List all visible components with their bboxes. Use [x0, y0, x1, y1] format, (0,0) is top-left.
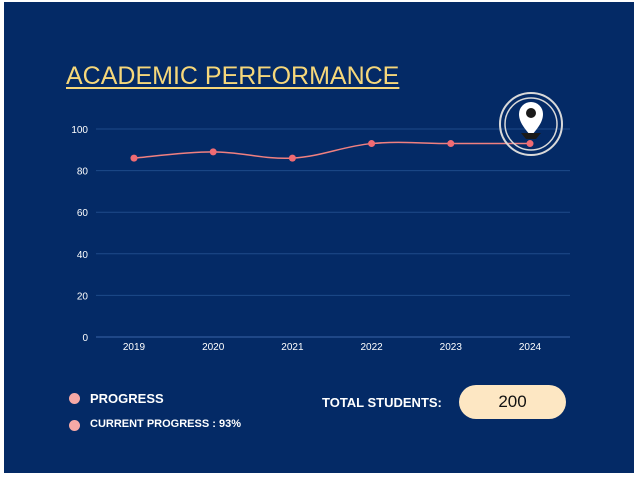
y-axis-ticks: 0 20 40 60 80 100 — [71, 125, 88, 344]
series-line-layer — [133, 141, 530, 160]
legend-dot-progress — [69, 393, 80, 404]
data-point-2019 — [130, 154, 138, 162]
y-tick-label: 100 — [71, 125, 88, 136]
current-progress-label: CURRENT PROGRESS : 93% — [90, 418, 241, 430]
y-tick-label: 0 — [82, 333, 88, 344]
legend-label-progress: PROGRESS — [90, 391, 164, 406]
marker-outer-ring — [499, 92, 563, 156]
total-students-value: 200 — [459, 385, 566, 419]
data-point-2020 — [209, 148, 217, 156]
x-tick-label: 2024 — [519, 342, 542, 353]
grid-layer — [96, 128, 570, 338]
chart-title: ACADEMIC PERFORMANCE — [66, 62, 400, 90]
current-marker — [499, 92, 563, 156]
marker-inner-ring — [504, 97, 558, 151]
total-students-label: TOTAL STUDENTS: — [322, 395, 442, 410]
y-tick-label: 80 — [77, 167, 89, 178]
map-pin-icon — [519, 102, 543, 139]
x-tick-label: 2022 — [360, 342, 383, 353]
data-point-2023 — [447, 140, 455, 148]
x-tick-label: 2019 — [123, 342, 146, 353]
data-point-2024 — [526, 140, 534, 148]
y-tick-label: 60 — [77, 208, 89, 219]
series-line-progress — [133, 141, 530, 160]
y-tick-label: 40 — [77, 250, 89, 261]
x-tick-label: 2023 — [440, 342, 463, 353]
x-axis-ticks: 2019 2020 2021 2022 2023 2024 — [123, 342, 542, 353]
data-point-2021 — [288, 154, 296, 162]
x-tick-label: 2020 — [202, 342, 225, 353]
x-tick-label: 2021 — [281, 342, 304, 353]
legend-dot-current-progress — [69, 420, 80, 431]
data-point-2022 — [368, 140, 376, 148]
y-tick-label: 20 — [77, 291, 89, 302]
series-points-layer — [130, 140, 534, 162]
